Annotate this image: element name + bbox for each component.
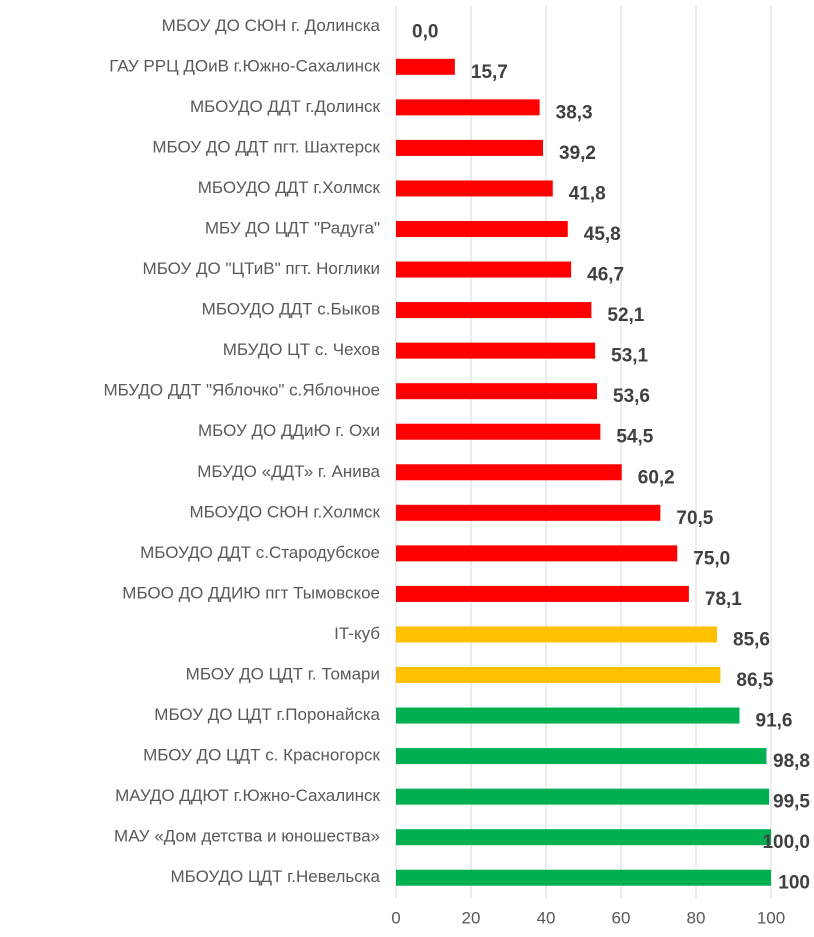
category-label: МБОУДО ДДТ г.Долинск [190,97,381,116]
value-label: 53,1 [611,346,648,367]
category-label: МБОУ ДО ДДиЮ г. Охи [198,421,380,440]
category-label: МАУ «Дом детства и юношества» [114,827,380,846]
bar [396,302,592,319]
bar [396,788,770,805]
value-label: 39,2 [559,143,596,164]
bar [396,869,771,886]
value-label: 75,0 [693,548,730,569]
bar [396,342,596,359]
bar [396,707,740,724]
value-label: 45,8 [584,224,621,245]
category-label: МБУДО ЦТ с. Чехов [223,340,380,359]
value-label: 52,1 [607,305,644,326]
category-label: МБУДО ДДТ "Яблочко" с.Яблочное [103,381,380,400]
value-label: 54,5 [616,427,653,448]
value-label: 70,5 [676,508,713,529]
category-label: МБОУДО СЮН г.Холмск [189,502,380,521]
category-label: МБОУ ДО СЮН г. Долинска [162,16,381,35]
category-label: МБОУ ДО ЦДТ с. Красногорск [143,746,380,765]
x-tick-label: 60 [612,908,631,927]
category-label: МБУ ДО ЦДТ "Радуга" [205,218,380,237]
value-label: 100 [778,873,810,894]
category-label: МБОУ ДО ДДТ пгт. Шахтерск [152,137,380,156]
x-tick-label: 40 [537,908,556,927]
bar [396,58,455,75]
value-label: 86,5 [736,670,773,691]
value-label: 100,0 [762,832,810,853]
bar [396,504,661,521]
bar [396,829,771,846]
bar [396,383,597,400]
bar [396,464,622,481]
category-label: МБОУ ДО "ЦТиВ" пгт. Ноглики [143,259,380,278]
category-label: ГАУ РРЦ ДОиВ г.Южно-Сахалинск [109,56,380,75]
category-label: IT-куб [334,624,380,643]
value-label: 38,3 [556,102,593,123]
bar [396,261,572,278]
value-label: 15,7 [471,62,508,83]
value-label: 60,2 [638,467,675,488]
bar [396,667,721,683]
category-label: МАУДО ДДЮТ г.Южно-Сахалинск [115,786,380,805]
bar [396,180,553,197]
bar [396,99,540,116]
category-label: МБОУДО ДДТ г.Холмск [198,178,381,197]
category-label: МБОУДО ЦДТ г.Невельска [170,867,380,886]
value-label: 91,6 [756,711,793,732]
category-label: МБОУДО ДДТ с.Быков [202,300,380,319]
value-label: 98,8 [773,751,810,772]
category-label: МБОУ ДО ЦДТ г.Поронайска [154,705,380,724]
category-label: МБОУДО ДДТ с.Стародубское [140,543,380,562]
value-label: 78,1 [705,589,742,610]
bar [396,626,717,643]
category-label: МБОО ДО ДДИЮ пгт Тымовское [122,583,380,602]
value-label: 85,6 [733,629,770,650]
value-label: 99,5 [773,792,810,813]
value-label: 0,0 [412,21,438,42]
value-label: 41,8 [569,183,606,204]
bar [396,748,767,765]
value-label: 46,7 [587,265,624,286]
x-tick-label: 20 [462,908,481,927]
bar [396,585,689,602]
x-tick-label: 80 [687,908,706,927]
value-label: 53,6 [613,386,650,407]
bar [396,139,543,156]
x-tick-label: 0 [391,908,400,927]
bar [396,545,678,562]
category-label: МБОУ ДО ЦДТ г. Томари [186,664,380,683]
x-tick-label: 100 [757,908,785,927]
category-label: МБУДО «ДДТ» г. Анива [197,462,380,481]
bar [396,221,568,237]
bar [396,423,601,440]
